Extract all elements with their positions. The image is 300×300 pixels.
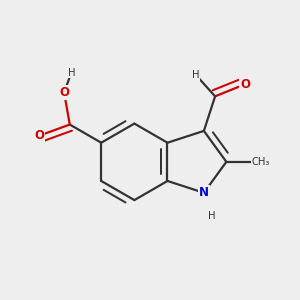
Text: H: H [208,212,215,221]
Text: O: O [240,78,250,91]
Text: O: O [34,129,44,142]
Text: O: O [59,86,69,99]
Text: H: H [68,68,75,78]
Text: N: N [199,186,209,199]
Text: H: H [192,70,200,80]
Text: CH₃: CH₃ [252,157,270,167]
